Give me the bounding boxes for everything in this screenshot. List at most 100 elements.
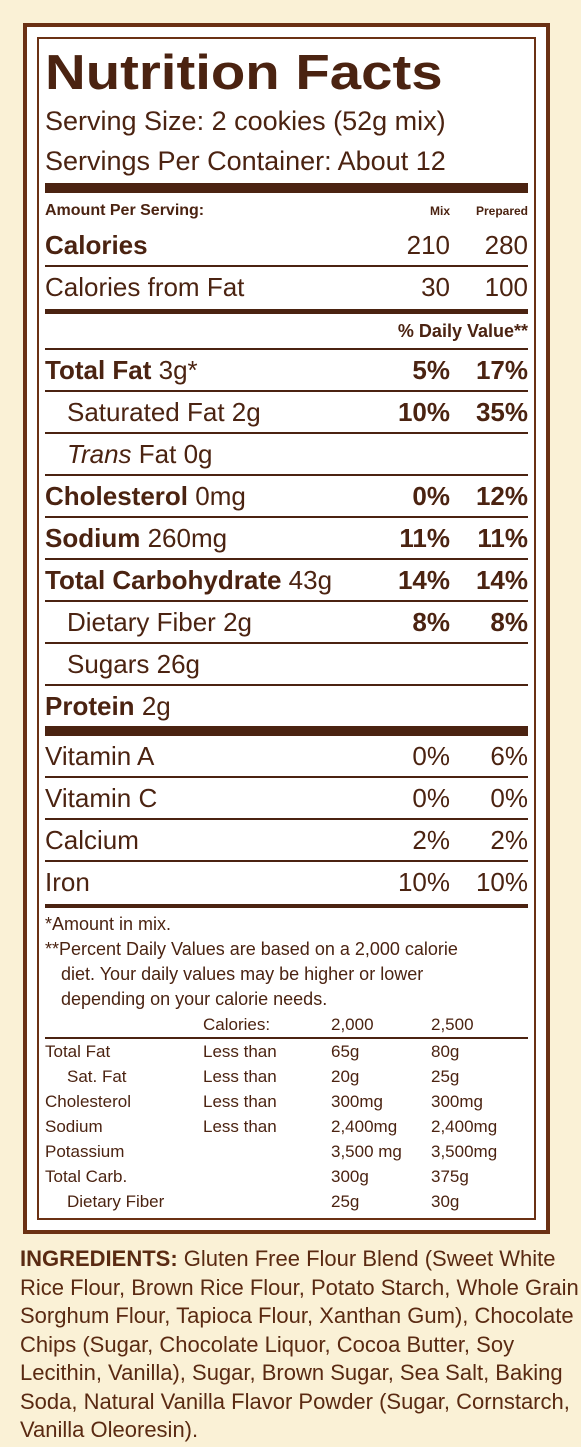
- daily-value-label: % Daily Value**: [397, 320, 528, 341]
- nutrient-name: Saturated Fat: [67, 396, 225, 427]
- nutrient-mix: 8%: [412, 606, 450, 637]
- nutrient-prepared: 12%: [475, 480, 528, 511]
- reference-row: Potassium 3,500 mg 3,500mg: [45, 1139, 528, 1164]
- reference-cell: Dietary Fiber: [67, 1191, 165, 1211]
- ingredients-text: Gluten Free Flour Blend (Sweet White Ric…: [20, 1246, 579, 1442]
- reference-cell: 30g: [431, 1191, 460, 1211]
- reference-cell: Potassium: [45, 1141, 125, 1161]
- reference-cell: 300g: [331, 1166, 369, 1186]
- nutrient-name: Protein: [45, 690, 135, 721]
- calories-fat-row: Calories from Fat 30 100: [45, 265, 528, 307]
- nutrient-mix: 11%: [399, 522, 450, 553]
- nutrient-mix: 10%: [397, 396, 450, 427]
- nutrient-amount: 2g: [231, 396, 261, 427]
- reference-header-cell: Calories:: [203, 1012, 331, 1039]
- reference-cell: [203, 1189, 331, 1214]
- reference-cell: Total Carb.: [45, 1166, 128, 1186]
- nutrition-label-inner: Nutrition Facts Serving Size: 2 cookies …: [37, 37, 536, 1220]
- nutrient-amount: 26g: [156, 648, 201, 679]
- reference-cell: [203, 1164, 331, 1189]
- nutrient-amount: 0mg: [195, 480, 246, 511]
- nutrient-prepared: 11%: [477, 522, 528, 553]
- footnote-amount-in-mix: *Amount in mix.: [45, 914, 172, 934]
- nutrient-amount: 0g: [183, 438, 213, 469]
- vitamin-mix: 10%: [397, 866, 450, 897]
- ingredients-block: INGREDIENTS: Gluten Free Flour Blend (Sw…: [20, 1245, 580, 1445]
- daily-value-header: % Daily Value**: [45, 314, 528, 348]
- divider-thick: [45, 726, 528, 736]
- nutrient-name-italic: Trans: [67, 438, 132, 469]
- vitamin-name: Vitamin C: [45, 782, 158, 813]
- reference-cell: Less than: [203, 1041, 277, 1061]
- reference-header-cell: 2,500: [431, 1012, 528, 1039]
- nutrient-row: Sodium 260mg 11% 11%: [45, 516, 528, 558]
- footnote-daily-value-2: diet. Your daily values may be higher or…: [61, 964, 424, 984]
- vitamin-row: Iron 10% 10%: [45, 860, 528, 902]
- vitamin-prepared: 0%: [490, 782, 528, 813]
- nutrient-prepared: 35%: [475, 396, 528, 427]
- nutrient-name: Total Fat: [45, 354, 152, 385]
- reference-cell: 25g: [431, 1066, 460, 1086]
- vitamin-prepared: 10%: [475, 866, 528, 897]
- reference-cell: 375g: [431, 1166, 469, 1186]
- nutrient-row: Dietary Fiber 2g 8% 8%: [45, 600, 528, 642]
- calories-label: Calories: [45, 229, 148, 260]
- reference-cell: 65g: [331, 1041, 360, 1061]
- reference-cell: 300mg: [431, 1091, 483, 1111]
- footnote-daily-value-1: **Percent Daily Values are based on a 2,…: [45, 939, 458, 959]
- reference-cell: [203, 1139, 331, 1164]
- vitamin-mix: 0%: [412, 782, 450, 813]
- reference-cell: Less than: [203, 1066, 277, 1086]
- reference-cell: 80g: [431, 1041, 460, 1061]
- ingredients-label: INGREDIENTS:: [20, 1246, 178, 1271]
- nutrition-label: Nutrition Facts Serving Size: 2 cookies …: [23, 23, 550, 1234]
- nutrient-amount: 2g: [223, 606, 252, 637]
- nutrient-amount: 2g: [141, 690, 171, 721]
- reference-cell: 25g: [331, 1191, 360, 1211]
- calories-fat-label: Calories from Fat: [45, 271, 245, 302]
- reference-row: Dietary Fiber 25g 30g: [45, 1189, 528, 1214]
- vitamin-row: Calcium 2% 2%: [45, 818, 528, 860]
- reference-header-cell: [45, 1012, 203, 1039]
- divider-medium: [45, 309, 528, 314]
- calories-mix: 210: [406, 229, 450, 260]
- nutrient-mix: 14%: [397, 564, 450, 595]
- amount-header: Amount Per Serving: Mix Prepared: [45, 197, 528, 225]
- nutrient-row: Protein 2g: [45, 684, 528, 726]
- reference-row: Sat. Fat Less than 20g 25g: [45, 1064, 528, 1089]
- nutrient-row: Sugars 26g: [45, 642, 528, 684]
- nutrient-amount: 43g: [288, 564, 333, 595]
- divider-thick: [45, 183, 528, 193]
- footnotes: *Amount in mix. **Percent Daily Values a…: [45, 908, 528, 1012]
- nutrient-prepared: 8%: [490, 606, 528, 637]
- col-prepared-header: Prepared: [475, 204, 528, 218]
- vitamin-prepared: 6%: [490, 740, 528, 771]
- reference-cell: Cholesterol: [45, 1091, 131, 1111]
- label-title: Nutrition Facts: [45, 46, 443, 100]
- reference-row: Total Carb. 300g 375g: [45, 1164, 528, 1189]
- nutrient-name: Sodium: [45, 522, 141, 553]
- reference-cell: Sat. Fat: [67, 1066, 127, 1086]
- nutrient-name: Sugars: [67, 648, 150, 679]
- nutrient-amount: 3g*: [158, 354, 198, 385]
- reference-row: Total Fat Less than 65g 80g: [45, 1038, 528, 1064]
- reference-cell: 2,400mg: [431, 1116, 498, 1136]
- reference-cell: Total Fat: [45, 1041, 111, 1061]
- nutrient-name: Fat: [138, 438, 177, 469]
- vitamin-mix: 2%: [412, 824, 450, 855]
- vitamin-name: Vitamin A: [45, 740, 155, 771]
- daily-value-reference-table: Calories: 2,000 2,500 Total Fat Less tha…: [45, 1012, 528, 1214]
- col-mix-header: Mix: [429, 204, 450, 218]
- reference-cell: Less than: [203, 1116, 277, 1136]
- reference-cell: 3,500 mg: [331, 1141, 402, 1161]
- reference-cell: Sodium: [45, 1116, 103, 1136]
- divider-medium: [45, 904, 528, 908]
- nutrient-mix: 0%: [412, 480, 450, 511]
- calories-fat-prepared: 100: [484, 271, 528, 302]
- footnote-daily-value-3: depending on your calorie needs.: [61, 989, 328, 1009]
- reference-cell: 3,500mg: [431, 1141, 498, 1161]
- nutrient-mix: 5%: [412, 354, 450, 385]
- reference-cell: 20g: [331, 1066, 360, 1086]
- nutrient-row: Cholesterol 0mg 0% 12%: [45, 474, 528, 516]
- reference-header-cell: 2,000: [331, 1012, 431, 1039]
